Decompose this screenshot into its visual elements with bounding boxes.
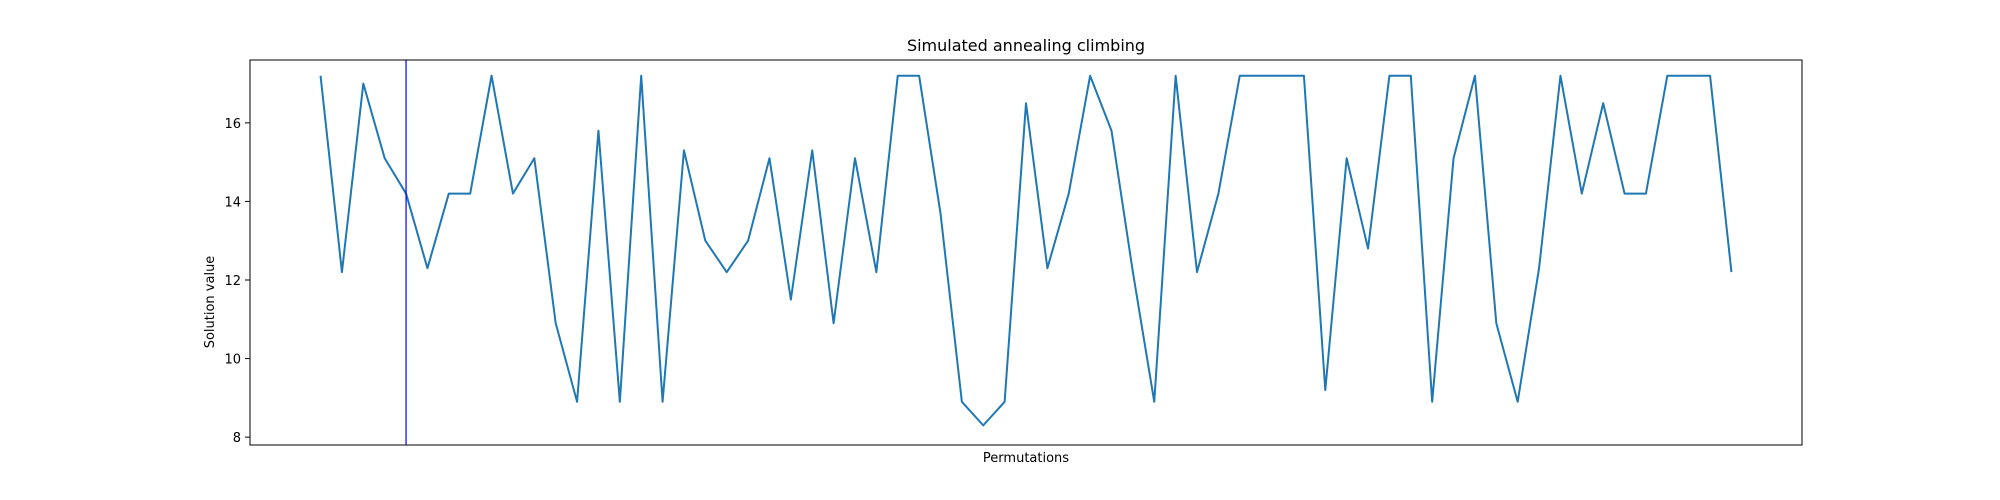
y-ticks: 8 10 12 14 16 bbox=[224, 117, 250, 446]
y-axis-label: Solution value bbox=[203, 256, 218, 349]
y-tick-label: 10 bbox=[224, 353, 241, 368]
plot-frame bbox=[249, 59, 1803, 446]
chart-title: Simulated annealing climbing bbox=[907, 36, 1145, 55]
y-tick-label: 16 bbox=[224, 117, 241, 132]
y-tick-label: 8 bbox=[233, 431, 241, 446]
plot-area bbox=[319, 60, 1733, 445]
y-tick-label: 12 bbox=[224, 274, 241, 289]
x-axis-label: Permutations bbox=[983, 451, 1069, 466]
series-line-0 bbox=[319, 74, 1733, 427]
y-tick-label: 14 bbox=[224, 195, 241, 210]
